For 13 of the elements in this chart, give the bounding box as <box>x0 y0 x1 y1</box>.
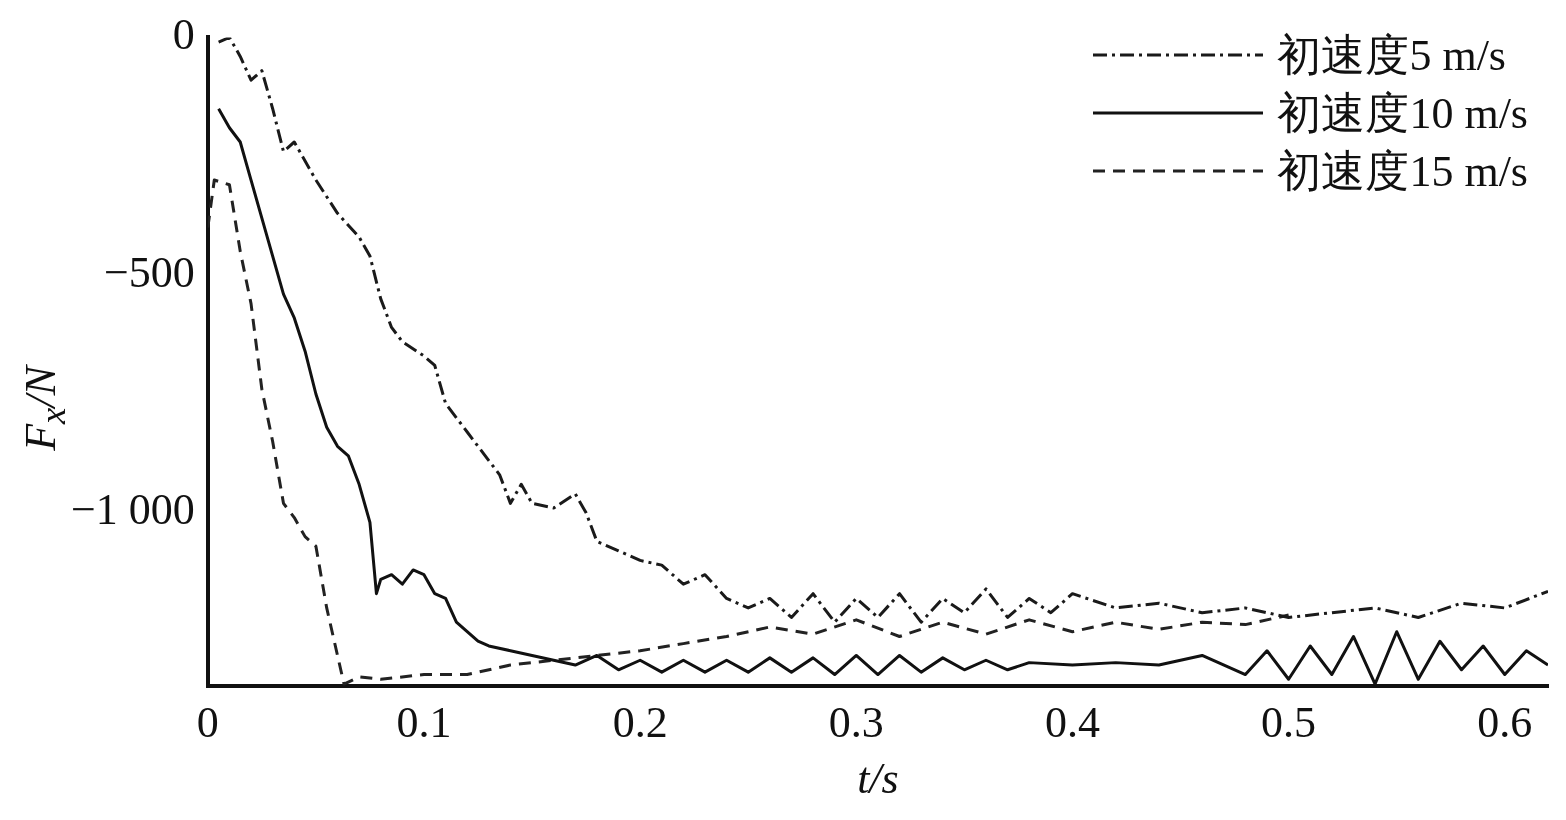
y-tick-label: 0 <box>172 9 195 59</box>
legend-label: 初速度15 m/s <box>1277 145 1528 198</box>
x-axis-title: t/s <box>857 754 899 804</box>
x-tick-label: 0.4 <box>1044 698 1100 748</box>
legend-label: 初速度5 m/s <box>1277 29 1506 82</box>
x-tick-label: 0.5 <box>1261 698 1317 748</box>
y-tick-label: −500 <box>103 247 195 297</box>
x-tick-label: 0.1 <box>396 698 452 748</box>
x-tick-label: 0.2 <box>612 698 668 748</box>
x-tick-label: 0.3 <box>828 698 884 748</box>
y-tick-label: −1 000 <box>70 485 195 535</box>
legend-label: 初速度10 m/s <box>1277 87 1528 140</box>
x-tick-label: 0.6 <box>1477 698 1533 748</box>
